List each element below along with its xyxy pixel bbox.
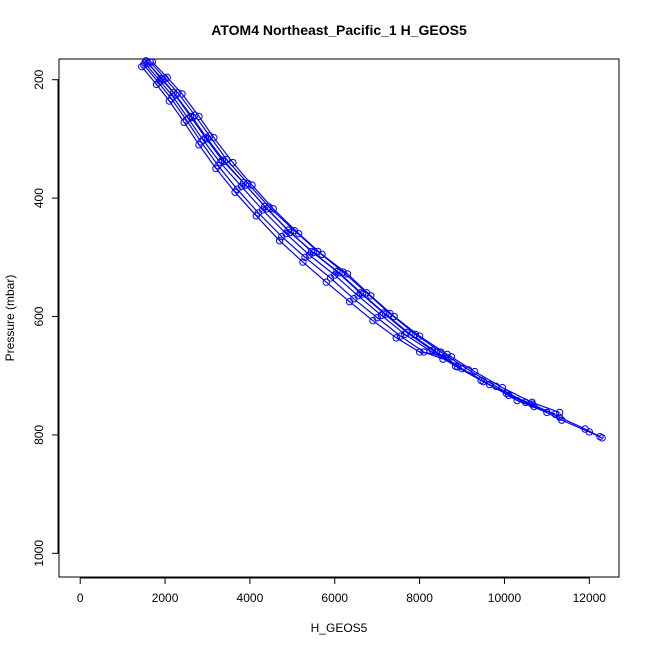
data-point xyxy=(168,92,177,100)
data-point xyxy=(237,182,246,190)
y-tick-label: 600 xyxy=(32,306,46,326)
data-point xyxy=(447,353,456,361)
data-point xyxy=(379,309,388,317)
y-tick-label: 800 xyxy=(32,425,46,445)
data-point xyxy=(415,332,424,340)
data-point xyxy=(471,367,479,376)
data-point xyxy=(156,77,164,85)
x-tick-label: 2000 xyxy=(152,591,179,605)
data-point xyxy=(415,348,424,356)
data-point xyxy=(555,408,564,417)
data-point xyxy=(294,229,303,238)
data-point xyxy=(282,229,290,238)
y-tick-label: 400 xyxy=(32,188,46,208)
data-point xyxy=(180,118,188,127)
data-point xyxy=(581,425,589,433)
x-tick-label: 12000 xyxy=(573,591,607,605)
data-point xyxy=(229,158,237,167)
data-point xyxy=(555,413,564,421)
series-line-3 xyxy=(147,62,548,413)
x-axis-label: H_GEOS5 xyxy=(311,621,368,635)
series-line-5 xyxy=(143,64,444,360)
data-point xyxy=(165,97,174,105)
data-point xyxy=(392,334,400,342)
data-point xyxy=(216,158,224,167)
series-line-7 xyxy=(144,62,601,438)
data-point xyxy=(451,362,460,370)
plot-frame xyxy=(58,58,620,578)
data-point xyxy=(275,237,284,245)
data-point xyxy=(258,206,267,214)
data-point xyxy=(318,250,326,259)
data-point xyxy=(367,292,375,300)
data-point xyxy=(369,316,377,325)
data-point xyxy=(184,115,193,123)
data-point xyxy=(286,228,294,237)
data-point xyxy=(331,271,339,279)
data-point xyxy=(485,380,494,389)
x-tick-label: 4000 xyxy=(237,591,264,605)
data-point xyxy=(252,212,260,220)
data-point xyxy=(477,376,485,385)
data-point xyxy=(299,258,307,266)
x-tick-label: 10000 xyxy=(488,591,522,605)
y-axis: 200 400 600 800 1000 xyxy=(32,69,59,567)
x-tick-label: 6000 xyxy=(321,591,348,605)
data-point xyxy=(322,278,330,286)
data-point xyxy=(140,59,149,67)
chart-title: ATOM4 Northeast_Pacific_1 H_GEOS5 xyxy=(211,22,467,38)
data-point xyxy=(199,136,207,144)
y-axis-label: Pressure (mbar) xyxy=(3,275,17,362)
data-point xyxy=(305,251,314,259)
data-point xyxy=(301,253,309,262)
data-point xyxy=(212,164,220,173)
x-tick-label: 8000 xyxy=(406,591,433,605)
data-point xyxy=(343,270,352,278)
series-layer xyxy=(138,57,606,442)
x-axis: 0 2000 4000 6000 8000 10000 12000 xyxy=(77,577,606,605)
y-tick-label: 200 xyxy=(32,69,46,89)
series-line-4 xyxy=(145,60,603,439)
data-point xyxy=(345,298,354,306)
data-point xyxy=(333,267,341,276)
x-tick-label: 0 xyxy=(77,591,84,605)
data-point xyxy=(401,330,409,338)
data-point xyxy=(263,205,271,213)
data-point xyxy=(390,312,398,321)
data-point xyxy=(502,389,511,398)
data-point xyxy=(307,247,316,256)
data-point xyxy=(396,332,405,340)
y-tick-label: 1000 xyxy=(32,540,46,567)
data-point xyxy=(528,400,536,408)
data-point xyxy=(231,188,239,196)
series-line-6 xyxy=(141,66,452,358)
series-line-2 xyxy=(151,61,560,413)
data-point xyxy=(284,226,292,234)
series-line-1 xyxy=(149,61,556,415)
data-point xyxy=(354,292,362,300)
data-point xyxy=(596,432,604,441)
data-point xyxy=(195,141,203,149)
data-point xyxy=(239,179,248,187)
data-point xyxy=(241,181,250,189)
data-point xyxy=(261,202,269,211)
data-point xyxy=(377,311,386,320)
data-point xyxy=(443,350,451,359)
data-point xyxy=(426,347,434,355)
